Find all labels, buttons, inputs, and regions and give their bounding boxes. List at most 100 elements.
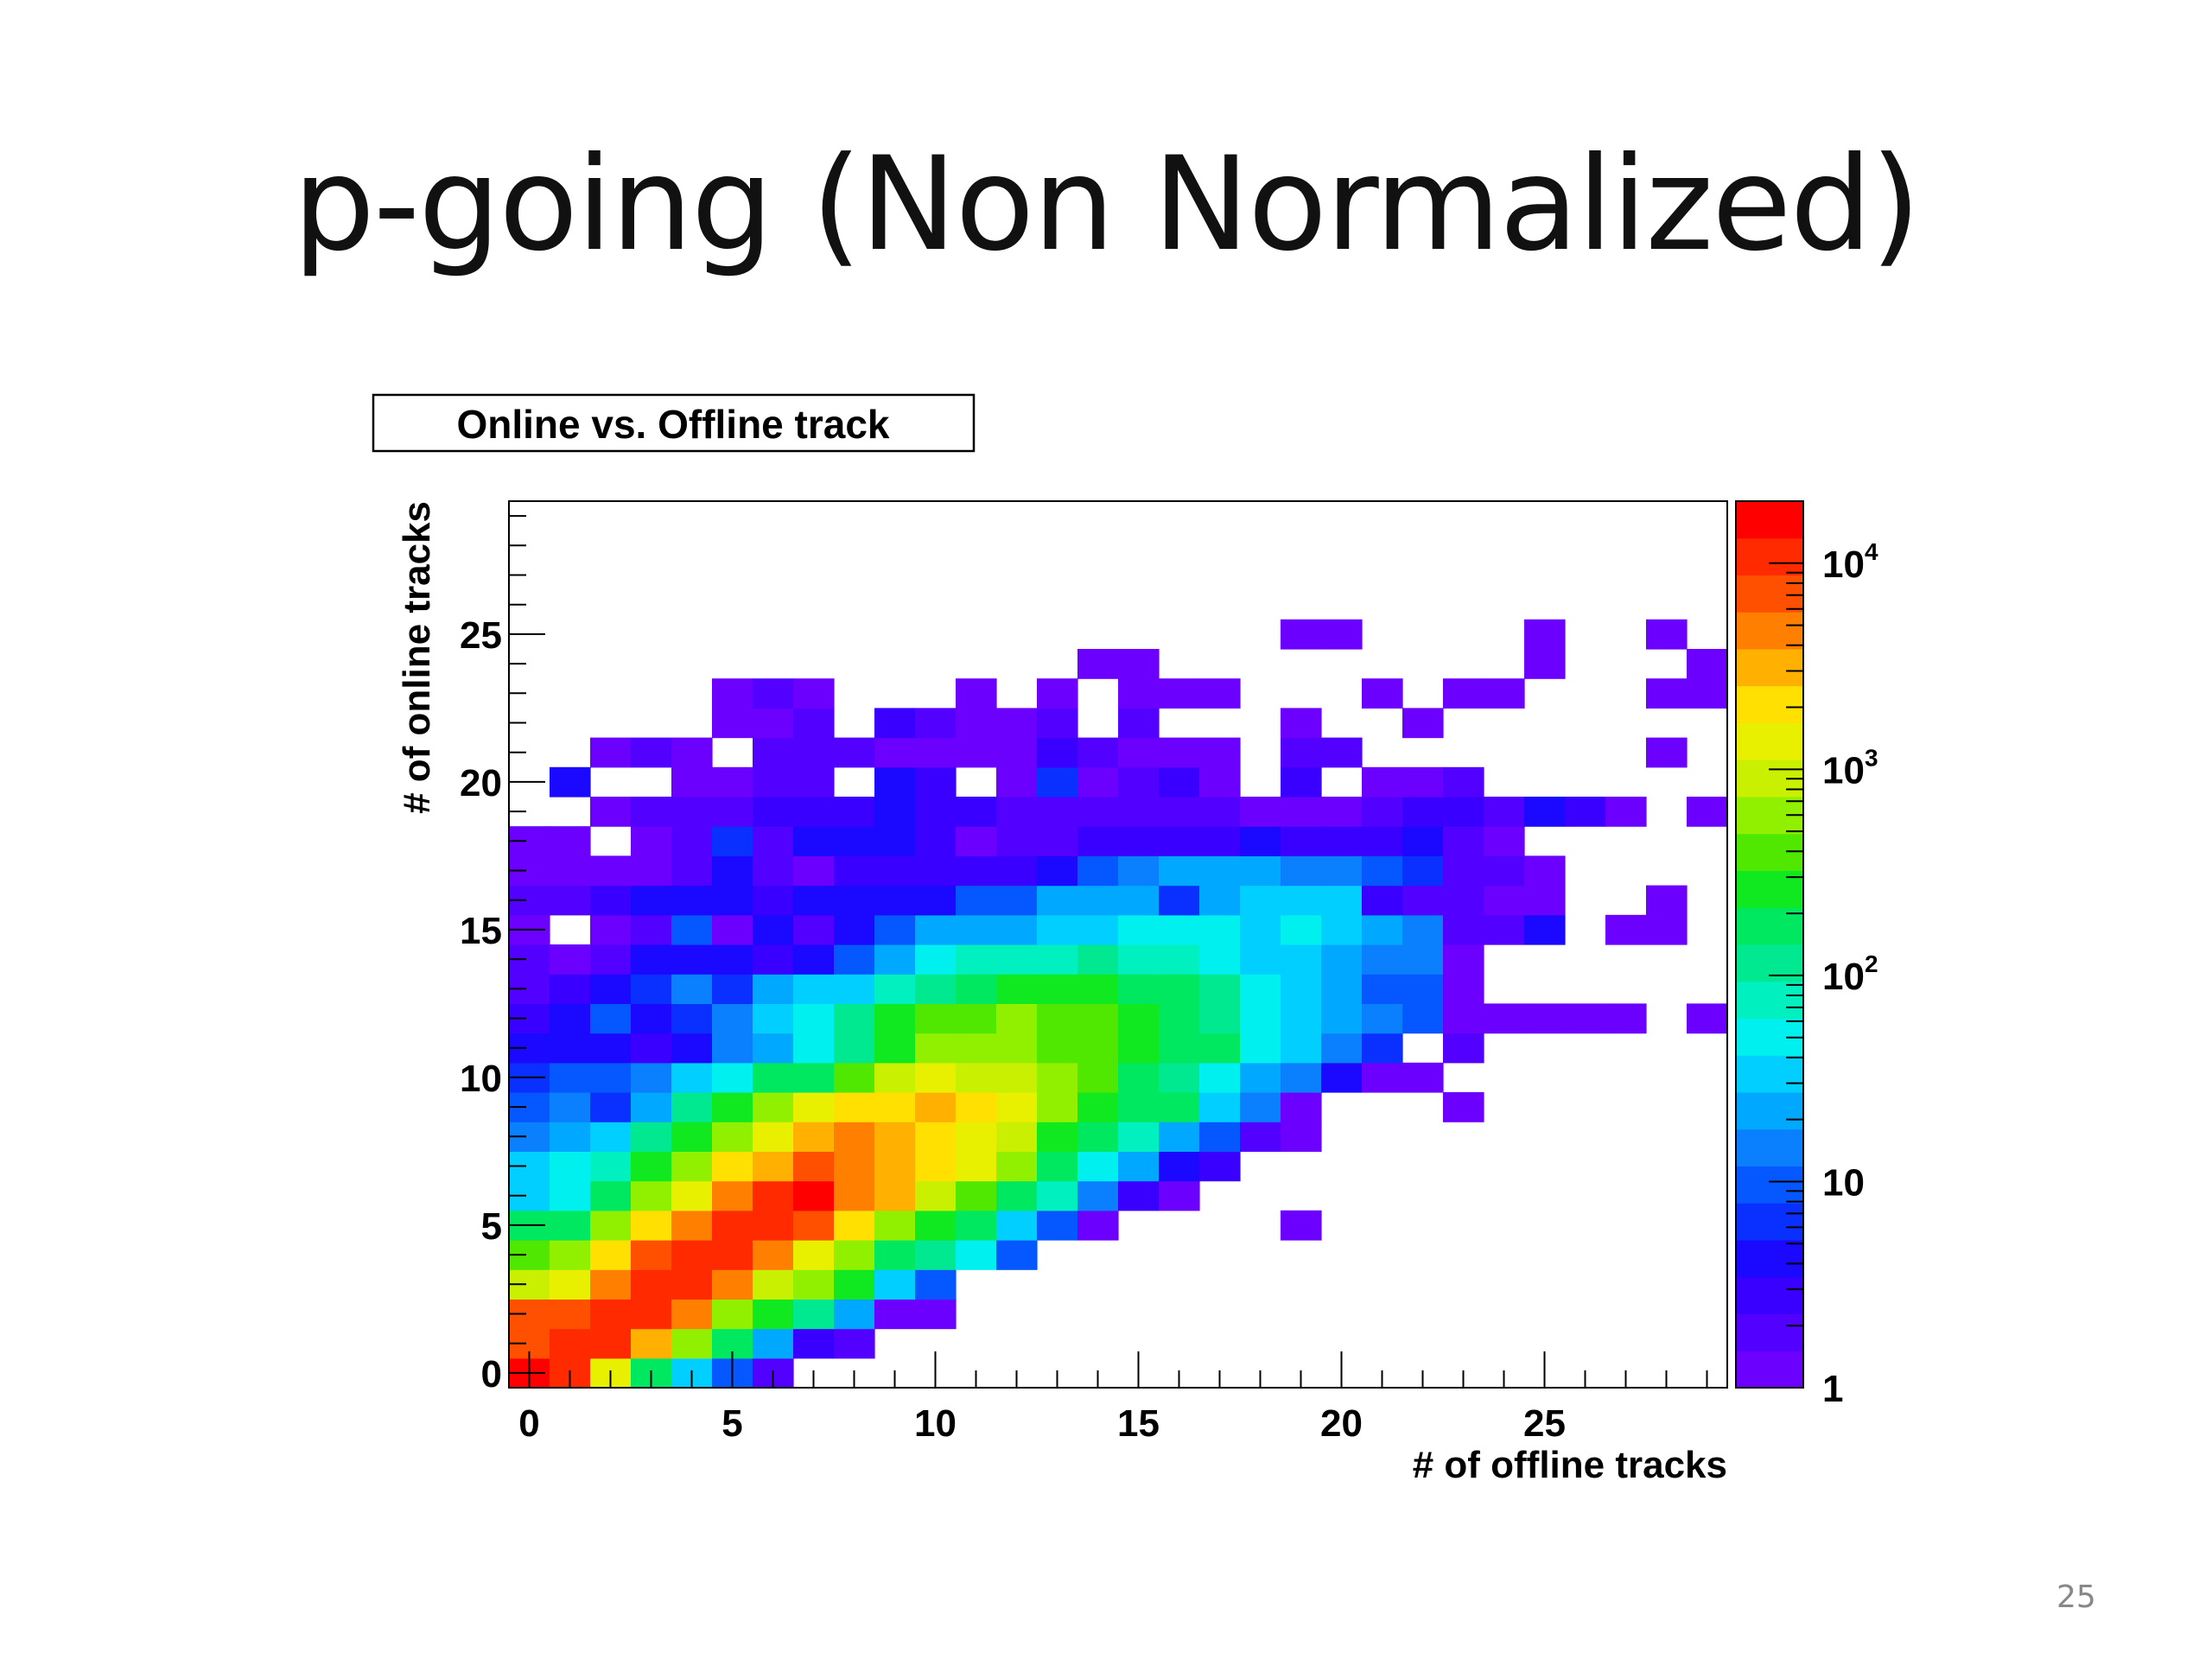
colorbar: 1 10 102 103 104 [1735,500,1878,1410]
heatmap-cell [1362,826,1403,856]
heatmap-cell [671,797,713,827]
heatmap-cell [834,1151,875,1182]
heatmap-cell [1199,1151,1241,1182]
heatmap-cell [590,737,632,768]
heatmap-cell [1199,678,1241,709]
colorbar-band [1736,870,1803,908]
heatmap-cell [631,1180,672,1211]
heatmap-cell [793,737,835,768]
heatmap-cell [712,885,753,916]
heatmap-cell [956,826,997,856]
heatmap-cell [1077,1033,1119,1064]
heatmap-cell [671,944,713,975]
heatmap-cell [1159,855,1200,887]
heatmap-cell [1077,826,1119,856]
heatmap-cell [874,737,916,768]
heatmap-cell [1524,649,1566,679]
heatmap-cell [996,826,1038,856]
heatmap-cell [590,1180,632,1211]
heatmap-cell [793,1210,835,1241]
heatmap-cell [1077,855,1119,887]
heatmap-cell [1118,1062,1160,1093]
heatmap-cell [1443,944,1484,975]
heatmap-cell [1037,1210,1078,1241]
heatmap-cell [1484,914,1525,945]
heatmap-cell [1037,885,1078,916]
heatmap-cell [1402,1003,1444,1034]
heatmap-cell [793,974,835,1004]
colorbar-band [1736,1092,1803,1130]
heatmap-cell [1484,855,1525,887]
plot-frame [508,500,1728,1389]
heatmap-cell [874,1092,916,1122]
heatmap-cell [550,1299,591,1330]
heatmap-cell [1646,619,1688,650]
colorbar-band [1736,649,1803,687]
heatmap-cell [1321,944,1363,975]
colorbar-band [1736,1240,1803,1278]
heatmap-cell [550,1240,591,1270]
heatmap-cell [550,826,591,856]
heatmap-cell [631,1269,672,1300]
heatmap-cell [753,1122,794,1152]
heatmap-cell [671,1328,713,1359]
heatmap-cell [956,1210,997,1241]
heatmap-cell [1077,649,1119,679]
heatmap-cell [1402,974,1444,1004]
heatmap-cell [915,1062,957,1093]
heatmap-cell [1199,855,1241,887]
heatmap-cell [631,974,672,1004]
heatmap-cell [1199,1003,1241,1034]
x-axis-label: # of offline tracks [1413,1444,1727,1486]
heatmap-cell [1484,826,1525,856]
heatmap-cell [1077,885,1119,916]
heatmap-cell [1281,797,1322,827]
heatmap-cell [631,885,672,916]
heatmap-cell [793,826,835,856]
heatmap-cell [956,1033,997,1064]
heatmap-cell [1646,885,1688,916]
heatmap-cell [1281,1062,1322,1093]
heatmap-cell [1524,1003,1566,1034]
heatmap-cell [793,1033,835,1064]
heatmap-cell [1037,737,1078,768]
heatmap-cell [753,737,794,768]
heatmap-cell [1402,885,1444,916]
heatmap-cell [550,1062,591,1093]
colorbar-tick-label: 1 [1822,1368,1843,1410]
colorbar-band [1736,1166,1803,1204]
heatmap-cell [1118,678,1160,709]
heatmap-cell [631,1299,672,1330]
x-tick-label: 20 [1320,1402,1363,1445]
heatmap-cell [1484,885,1525,916]
heatmap-cell [1362,974,1403,1004]
heatmap-cell [1240,1122,1281,1152]
heatmap-cell [590,1269,632,1300]
heatmap-cell [1118,855,1160,887]
heatmap-cell [1402,766,1444,798]
heatmap-cell [631,914,672,945]
heatmap-cell [1077,737,1119,768]
heatmap-cell [834,1180,875,1211]
heatmap-cell [1281,914,1322,945]
heatmap-cell [1077,1003,1119,1034]
heatmap-cell [1281,1003,1322,1034]
heatmap-cell [1281,974,1322,1004]
heatmap-cell [956,974,997,1004]
heatmap-cell [712,1003,753,1034]
heatmap-cell [753,1328,794,1359]
heatmap-cell [712,1240,753,1270]
heatmap-cell [956,885,997,916]
heatmap-cell [1240,914,1281,945]
heatmap-cell [956,1062,997,1093]
heatmap-cell [1281,619,1322,650]
heatmap-cell [793,944,835,975]
heatmap-cell [590,1328,632,1359]
heatmap-cell [1037,914,1078,945]
heatmap-cell [915,944,957,975]
heatmap-cell [874,826,916,856]
heatmap-cell [631,1003,672,1034]
heatmap-cell [834,1210,875,1241]
heatmap-cell [753,855,794,887]
heatmap-cell [834,826,875,856]
